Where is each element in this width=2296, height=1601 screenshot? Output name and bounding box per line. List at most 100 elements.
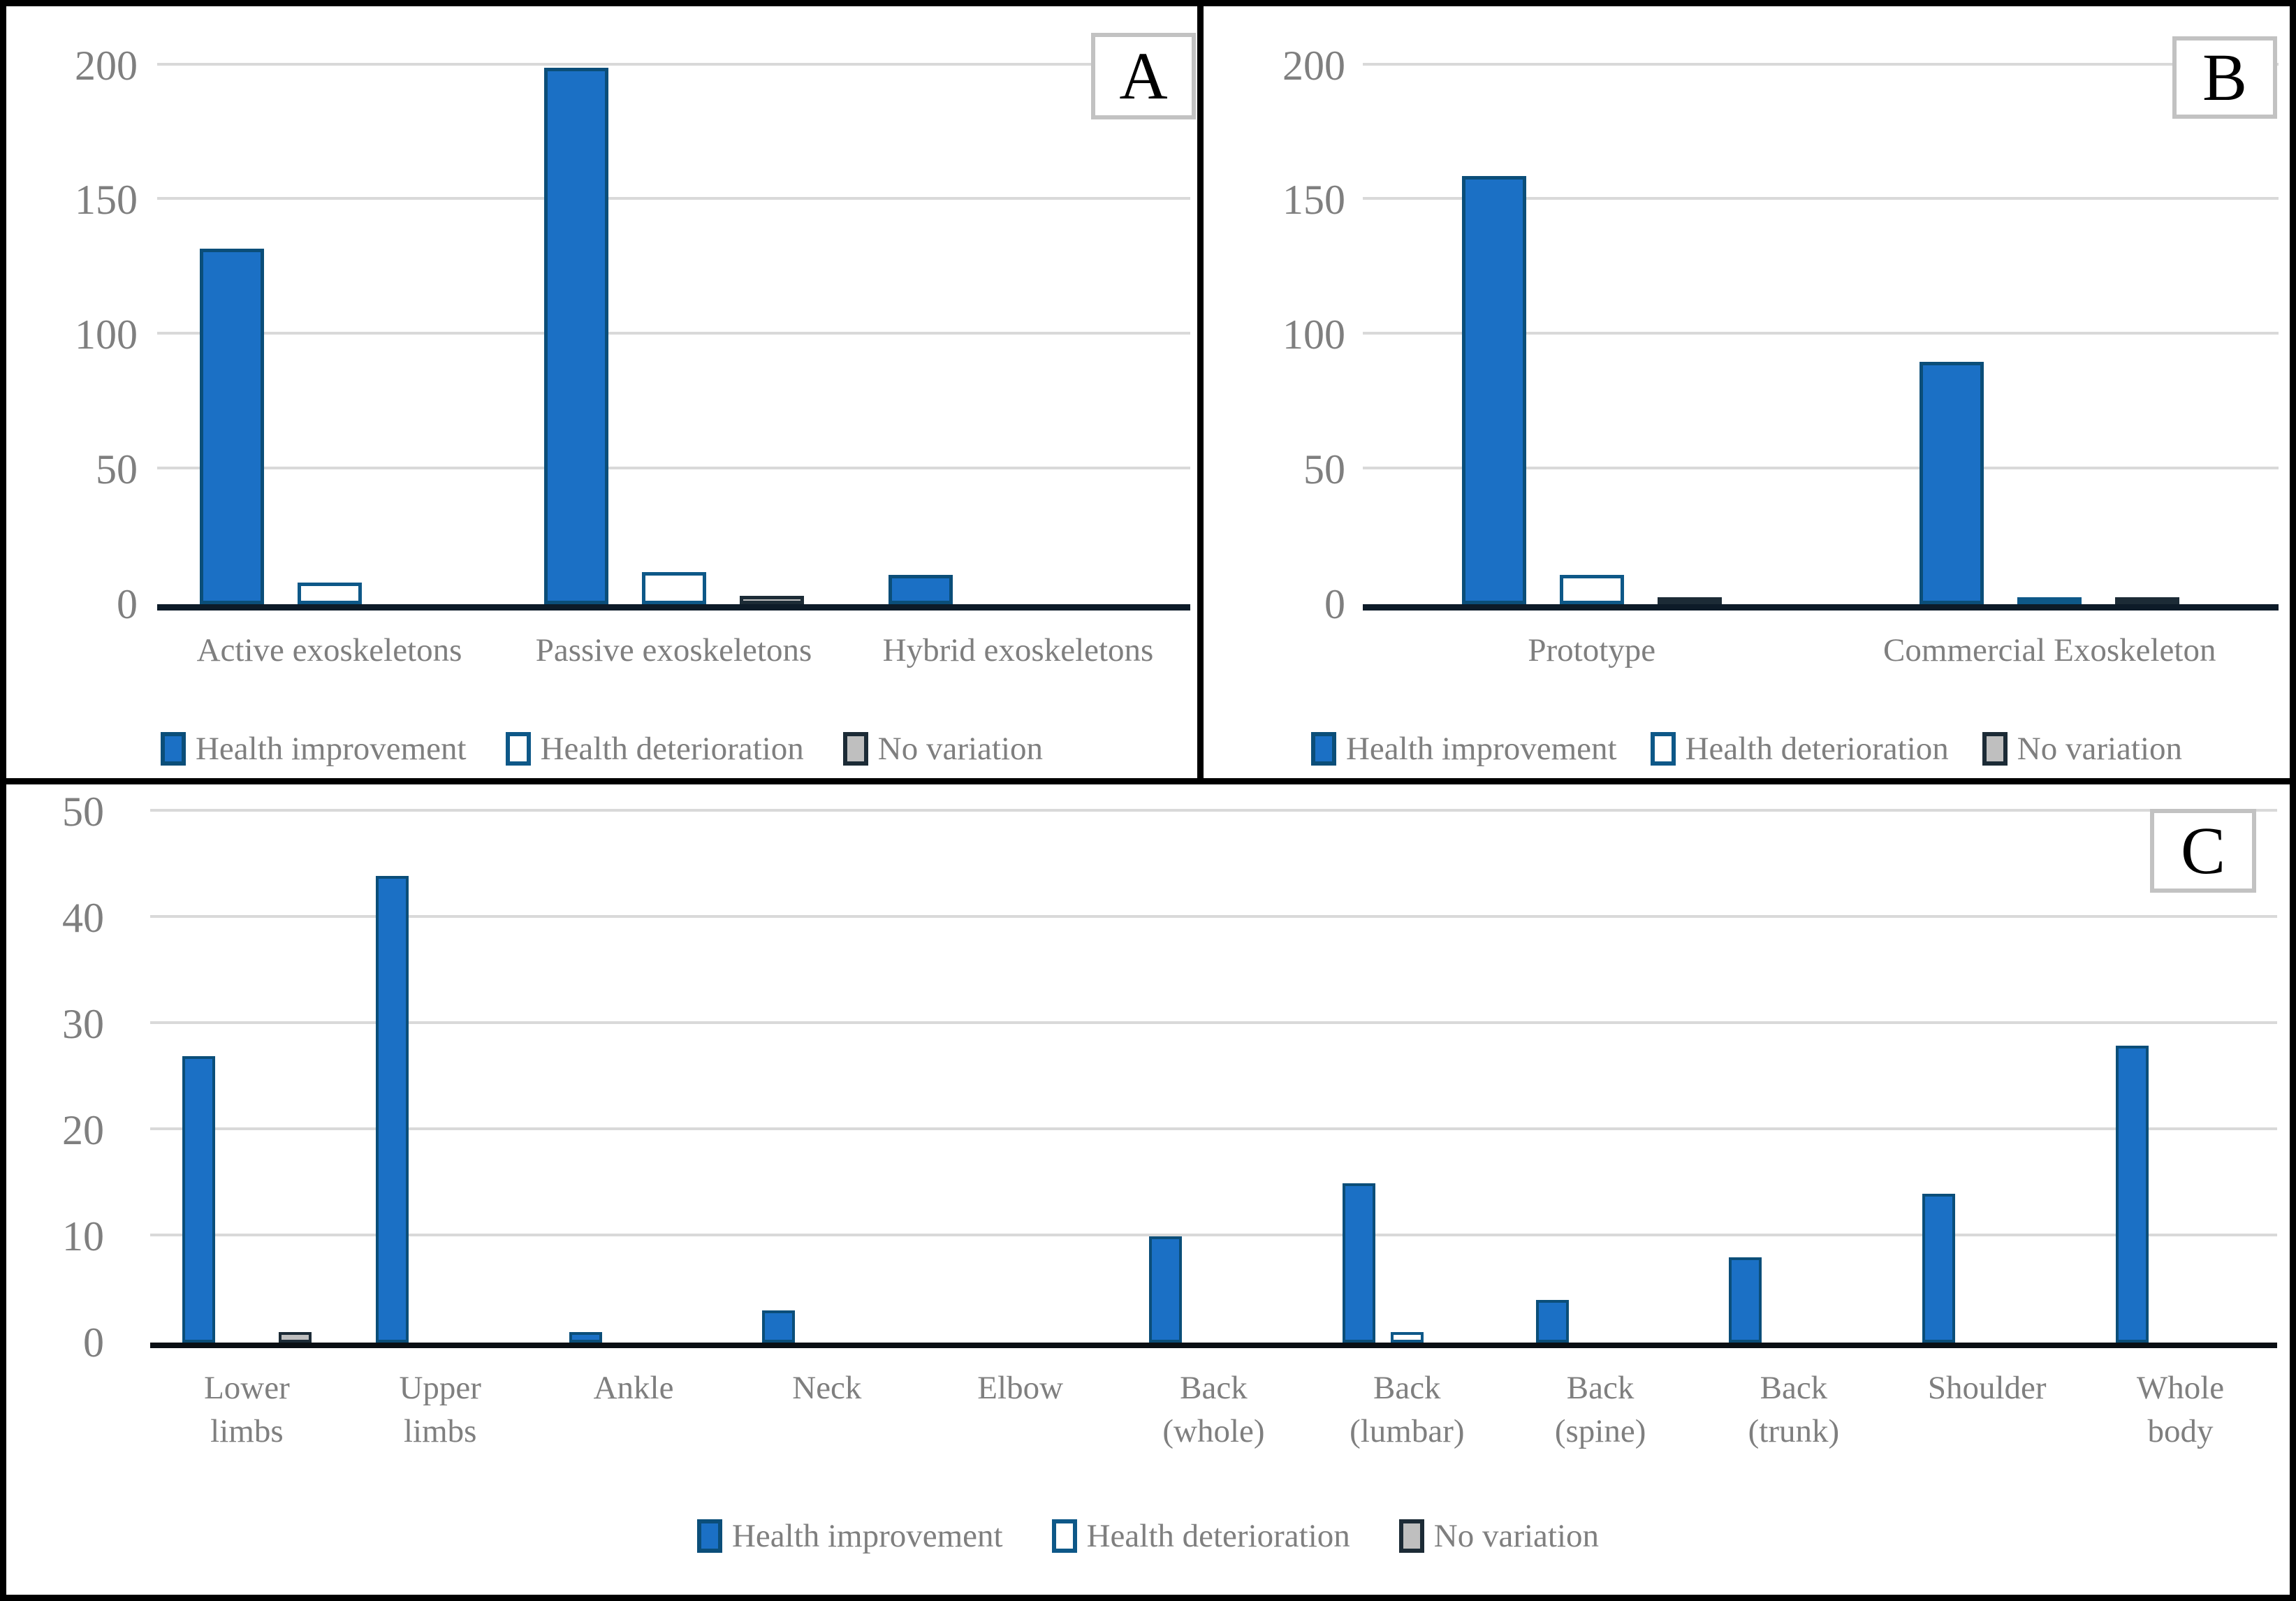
legend-swatch-novariation <box>1982 732 2008 766</box>
gridline <box>157 467 1190 469</box>
y-tick-label: 100 <box>75 312 138 358</box>
legend-label: Health deterioration <box>1685 730 1949 767</box>
gridline <box>157 63 1190 66</box>
gridline <box>1363 197 2279 200</box>
x-category-label: Shoulder <box>1927 1370 2047 1406</box>
legend-item: Health improvement <box>696 1517 1003 1554</box>
bar-improvement <box>182 1056 215 1343</box>
legend-label: Health improvement <box>731 1517 1003 1554</box>
y-tick-label: 0 <box>117 581 138 627</box>
vertical-divider <box>1197 6 1204 784</box>
x-category-label: Hybrid exoskeletons <box>882 632 1154 668</box>
category-group <box>157 249 502 604</box>
bars-container <box>150 796 2277 1343</box>
panel-label: A <box>1119 38 1168 113</box>
legend-swatch-deterioration <box>505 732 531 766</box>
y-tick-label: 150 <box>75 177 138 223</box>
bar-improvement <box>2116 1046 2149 1343</box>
bar-improvement <box>1729 1257 1762 1343</box>
gridline <box>157 197 1190 200</box>
legend-item: Health deterioration <box>505 730 804 767</box>
panel-c: 0 10 20 30 40 50 Lower limbs Upper limbs Ankle Ne… <box>6 784 2290 1595</box>
plot-area: 0 50 100 150 200 Active exoskeletons Passive e… <box>75 45 1190 668</box>
legend: Health improvement Health deterioration No… <box>6 1519 2290 1553</box>
y-tick-label: 0 <box>83 1319 104 1366</box>
legend-label: Health deterioration <box>540 730 804 767</box>
bar-improvement <box>1922 1194 1956 1343</box>
y-tick-label: 200 <box>75 43 138 89</box>
bar-improvement <box>1535 1300 1569 1343</box>
x-category-label: Back (whole) <box>1162 1370 1265 1450</box>
bar-novariation <box>278 1332 312 1343</box>
gridline <box>1363 332 2279 335</box>
y-tick-label: 50 <box>1303 446 1345 492</box>
x-axis-labels: Lower limbs Upper limbs Ankle Neck Elbow Back… <box>150 1343 2277 1453</box>
bar-improvement <box>1920 362 1984 604</box>
bar-deterioration <box>297 583 362 604</box>
y-tick-label: 50 <box>96 446 138 492</box>
x-category-label: Back (lumbar) <box>1350 1370 1465 1450</box>
category-group <box>1504 1300 1697 1343</box>
x-category-label: Whole body <box>2136 1370 2225 1450</box>
bar-improvement <box>375 876 409 1343</box>
bar-improvement <box>569 1332 602 1343</box>
legend-item: Health improvement <box>160 730 467 767</box>
legend: Health improvement Health deterioration No… <box>1204 732 2290 766</box>
y-tick-label: 50 <box>62 789 104 835</box>
bar-novariation <box>2115 597 2180 604</box>
category-group <box>1117 1236 1310 1343</box>
x-category-label: Ankle <box>593 1370 674 1406</box>
bar-improvement <box>199 249 264 604</box>
x-axis-labels: Active exoskeletons Passive exoskeletons H… <box>157 604 1190 672</box>
bar-improvement <box>762 1310 796 1343</box>
x-category-label: Active exoskeletons <box>196 632 462 668</box>
y-tick-label: 40 <box>62 895 104 941</box>
bar-improvement <box>1148 1236 1182 1343</box>
legend-label: Health improvement <box>195 730 467 767</box>
x-category-label: Elbow <box>977 1370 1064 1406</box>
category-group <box>1310 1183 1504 1343</box>
bar-improvement <box>1461 176 1526 604</box>
panel-b: 0 50 100 150 200 Prototype Commercial Exoskele… <box>1204 6 2290 778</box>
y-tick-label: 0 <box>1324 581 1345 627</box>
legend-label: No variation <box>877 730 1044 767</box>
bar-deterioration <box>1559 575 1624 604</box>
legend-swatch-improvement <box>160 732 186 766</box>
y-tick-label: 10 <box>62 1213 104 1259</box>
legend-item: No variation <box>842 730 1044 767</box>
panel-label-box: B <box>2172 36 2277 119</box>
panel-a: 0 50 100 150 200 Active exoskeletons Passive e… <box>6 6 1197 778</box>
legend-swatch-deterioration <box>1051 1519 1077 1553</box>
y-tick-label: 200 <box>1282 43 1345 89</box>
category-group <box>502 68 846 604</box>
legend-swatch-improvement <box>1310 732 1336 766</box>
panel-label-box: C <box>2150 809 2256 893</box>
bar-novariation <box>1657 597 1722 604</box>
x-category-label: Back (trunk) <box>1748 1370 1840 1450</box>
gridline <box>150 809 2277 812</box>
legend: Health improvement Health deterioration No… <box>6 732 1197 766</box>
legend-swatch-improvement <box>696 1519 722 1553</box>
legend-item: No variation <box>1982 732 2182 766</box>
x-category-label: Prototype <box>1528 632 1656 668</box>
gridline <box>150 1234 2277 1236</box>
category-group <box>150 1056 344 1343</box>
category-group <box>344 876 537 1343</box>
category-group <box>1890 1194 2084 1343</box>
bar-improvement <box>888 575 953 604</box>
panel-label: C <box>2180 813 2226 888</box>
y-tick-label: 100 <box>1282 312 1345 358</box>
legend-label: Health deterioration <box>1086 1517 1350 1554</box>
category-group <box>1363 176 1821 604</box>
gridline <box>150 1127 2277 1130</box>
gridline <box>150 915 2277 918</box>
legend-swatch-deterioration <box>1650 732 1676 766</box>
bar-improvement <box>543 68 608 604</box>
legend-swatch-novariation <box>1398 1519 1424 1553</box>
horizontal-divider <box>6 778 2290 784</box>
x-category-label: Commercial Exoskeleton <box>1883 632 2216 668</box>
category-group <box>730 1310 923 1343</box>
bar-improvement <box>1342 1183 1375 1343</box>
plot-area: 0 50 100 150 200 Prototype Commercial Exoskele… <box>1282 45 2279 668</box>
